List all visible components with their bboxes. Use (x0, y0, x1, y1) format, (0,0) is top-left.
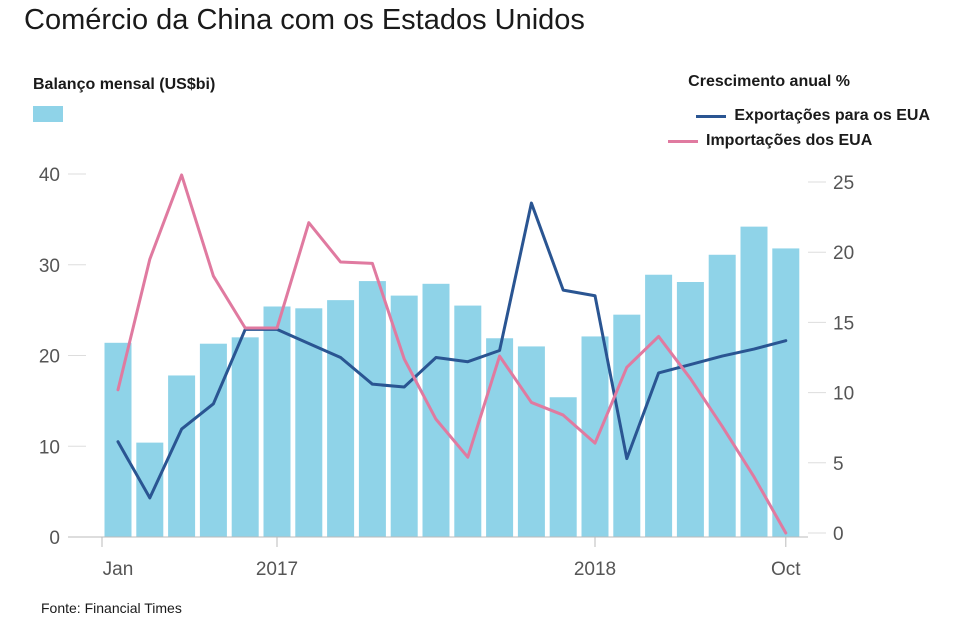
right-tick-label: 15 (833, 313, 854, 334)
exports-point (307, 342, 310, 345)
imports-point (689, 377, 692, 380)
x-tick-label: 2017 (256, 559, 298, 580)
bar (136, 442, 164, 537)
bar (613, 314, 641, 537)
exports-point (212, 402, 215, 406)
right-axis-label: Crescimento anual % (688, 73, 850, 90)
bar (104, 342, 132, 537)
legend-exports-line (696, 114, 727, 118)
right-tick-label: 20 (833, 243, 854, 264)
exports-point (339, 356, 342, 359)
left-tick-label: 40 (39, 165, 60, 186)
bar (327, 300, 355, 537)
imports-point (212, 274, 215, 278)
left-tick-label: 20 (39, 347, 60, 368)
exports-line (116, 201, 788, 500)
exports-point (530, 201, 533, 205)
exports-point (689, 363, 692, 366)
exports-point (721, 354, 724, 358)
bar (199, 343, 227, 537)
right-tick-label: 5 (833, 454, 844, 475)
imports-point (148, 258, 151, 261)
right-tick-label: 10 (833, 384, 854, 405)
exports-point (116, 440, 120, 443)
imports-point (434, 418, 438, 421)
imports-point (275, 326, 279, 330)
imports-point (593, 441, 597, 445)
right-tick-label: 0 (833, 524, 844, 545)
imports-line (116, 173, 788, 535)
imports-point (116, 388, 120, 391)
exports-point (180, 427, 183, 431)
x-tick-label: 2018 (574, 559, 616, 580)
imports-point (562, 413, 565, 417)
left-tick-label: 10 (39, 437, 60, 458)
bar (772, 248, 800, 538)
source-note: Fonte: Financial Times (41, 600, 182, 616)
exports-point (784, 339, 787, 342)
legend-imports-label: Importações dos EUA (706, 132, 873, 149)
bar (645, 274, 673, 537)
x-tick-label: Jan (103, 559, 134, 580)
imports-point (466, 455, 469, 459)
exports-point (148, 496, 151, 500)
bar (549, 397, 577, 537)
bar (517, 346, 545, 537)
right-tick-label: 25 (833, 173, 854, 194)
bar (231, 337, 259, 537)
legend-exports: Exportações para os EUA (696, 107, 930, 125)
imports-point (530, 401, 533, 404)
imports-point (403, 357, 406, 361)
legend-imports: Importações dos EUA (668, 132, 872, 150)
x-tick-label: Oct (771, 559, 801, 580)
exports-point (403, 385, 406, 389)
bar (708, 254, 736, 537)
imports-point (180, 173, 183, 177)
left-axis-label: Balanço mensal (US$bi) (33, 76, 216, 93)
left-tick-label: 0 (49, 528, 60, 549)
imports-point (498, 354, 501, 358)
chart-title: Comércio da China com os Estados Unidos (24, 4, 585, 36)
exports-point (657, 371, 660, 375)
left-tick-label: 30 (39, 256, 60, 277)
exports-point (434, 356, 438, 359)
imports-point (657, 335, 660, 338)
imports-point (752, 475, 756, 479)
bar (168, 375, 196, 537)
legend-exports-label: Exportações para os EUA (734, 107, 930, 124)
exports-point (498, 349, 501, 352)
bar (422, 283, 450, 537)
exports-point (562, 288, 565, 292)
exports-point (371, 382, 374, 386)
exports-point (466, 360, 469, 363)
imports-point (371, 262, 374, 265)
bar (263, 306, 291, 537)
exports-point (593, 294, 597, 297)
bar (454, 305, 482, 537)
imports-point (784, 531, 787, 535)
bar-legend-swatch (33, 106, 63, 122)
imports-point (307, 221, 310, 224)
imports-point (339, 260, 342, 264)
legend-imports-line (668, 139, 698, 143)
exports-point (752, 347, 756, 351)
imports-point (625, 366, 628, 369)
exports-point (625, 457, 628, 460)
imports-point (244, 326, 247, 330)
bar (740, 226, 768, 537)
bar (676, 281, 704, 537)
bar (358, 281, 386, 537)
imports-point (721, 425, 724, 428)
